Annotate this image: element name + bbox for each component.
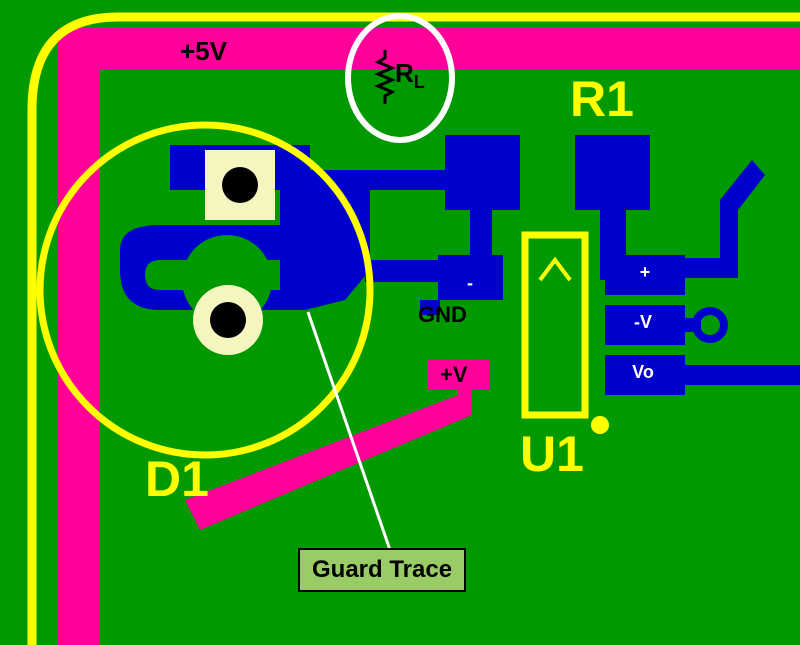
trace-vo-right [683, 365, 800, 385]
trace-mv-via [683, 318, 701, 332]
label-5v: +5V [180, 36, 227, 67]
label-rl: RL [395, 58, 425, 93]
d1-pad-sq-hole [222, 167, 258, 203]
label-d1: D1 [145, 450, 209, 508]
pin-vo-label: Vo [618, 362, 668, 383]
d1-pad-rnd-hole [210, 302, 246, 338]
label-gnd: GND [418, 302, 467, 328]
u1-pin1-dot [591, 416, 609, 434]
pin-minusv-label: -V [618, 312, 668, 333]
r1-pad2 [575, 135, 650, 210]
pin-minus-label: - [460, 273, 480, 294]
label-plusv: +V [440, 362, 468, 388]
guard-trace-callout: Guard Trace [298, 548, 466, 592]
pin-plus-label: + [630, 262, 660, 283]
label-r1: R1 [570, 70, 634, 128]
r1-pad1 [445, 135, 520, 210]
label-u1: U1 [520, 425, 584, 483]
trace-guard-to-minus [365, 260, 443, 282]
trace-r1p1-down [470, 205, 492, 260]
